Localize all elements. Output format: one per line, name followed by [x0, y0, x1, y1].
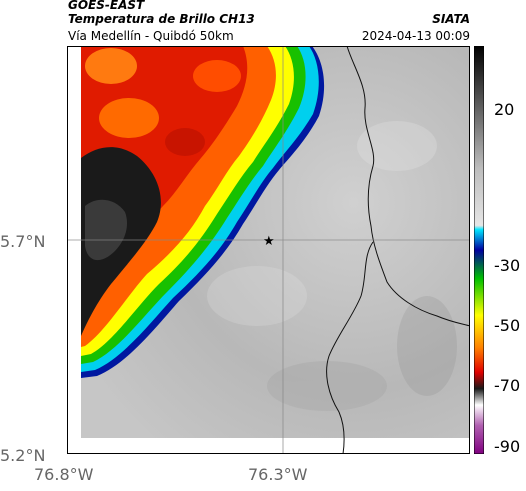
colorbar-tick-label: -30 — [494, 256, 521, 275]
lon-tick-label: 76.8°W — [34, 465, 94, 484]
lat-tick-label: 5.7°N — [0, 232, 46, 251]
organization-label: SIATA — [432, 12, 470, 26]
lat-tick-label: 5.2°N — [0, 446, 46, 465]
lon-tick-label: 76.3°W — [248, 465, 308, 484]
colorbar-tick-label: -50 — [494, 316, 521, 335]
colorbar-tick-label: 20 — [494, 100, 515, 119]
satellite-name: GOES-EAST — [68, 0, 145, 12]
route-subtitle: Vía Medellín - Quibdó 50km — [68, 29, 234, 43]
colorbar — [474, 46, 484, 454]
colorbar-tick-label: -90 — [494, 437, 521, 456]
location-star-marker: ★ — [263, 234, 275, 249]
department-border-south — [326, 241, 374, 454]
department-border — [346, 46, 470, 327]
satellite-map[interactable]: ★ — [67, 46, 470, 454]
product-title: Temperatura de Brillo CH13 — [68, 12, 255, 26]
colorbar-tick-label: -70 — [494, 376, 521, 395]
timestamp: 2024-04-13 00:09 — [361, 29, 470, 43]
